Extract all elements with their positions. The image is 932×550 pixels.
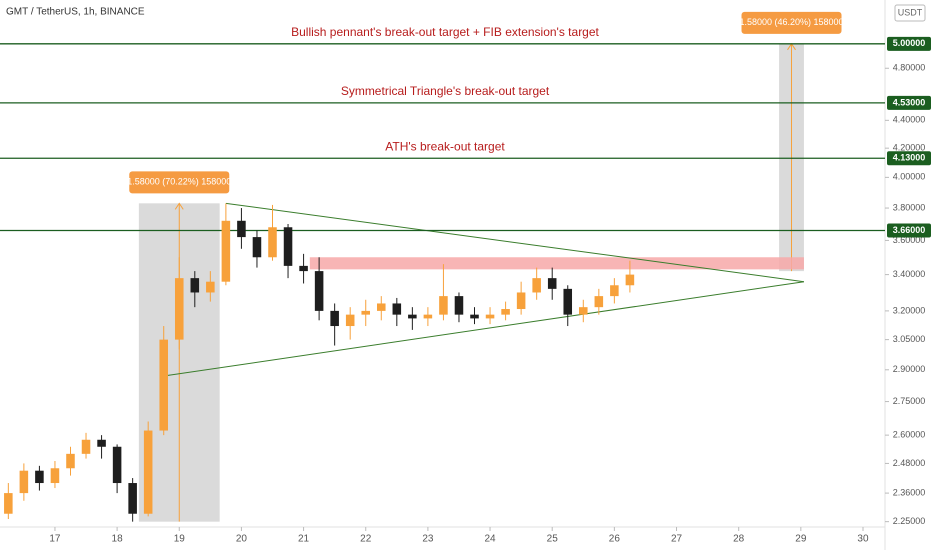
y-tick-label: 3.80000	[893, 202, 926, 212]
measure-arrowhead	[174, 202, 184, 210]
candle-body	[299, 265, 308, 272]
resistance-zone	[309, 257, 804, 270]
candle-body	[501, 309, 510, 315]
candle-body	[330, 310, 339, 327]
trendline	[163, 281, 805, 377]
candle-body	[345, 314, 355, 327]
y-tick-label: 4.20000	[893, 143, 926, 153]
level-label-box	[887, 223, 931, 238]
candle-body	[4, 493, 13, 514]
x-tick-label: 27	[671, 534, 683, 545]
y-tick-label: 2.48000	[893, 458, 926, 468]
candle-body	[97, 439, 106, 447]
level-label: 3.66000	[893, 225, 926, 235]
candle-body	[408, 314, 417, 319]
y-tick-label: 2.60000	[893, 430, 926, 440]
candle-body	[470, 314, 479, 319]
candle-body	[268, 227, 277, 258]
level-annotation: Symmetrical Triangle's break-out target	[341, 84, 550, 98]
y-tick-label: 2.25000	[893, 516, 926, 526]
y-tick-label: 2.90000	[893, 364, 926, 374]
x-tick-label: 22	[360, 534, 372, 545]
measure-label-box	[129, 171, 230, 194]
candle-body	[547, 278, 557, 289]
x-tick-label: 20	[236, 534, 248, 545]
candle-body	[128, 483, 137, 514]
candle-body	[454, 296, 464, 315]
trendline	[225, 202, 805, 283]
candle-body	[283, 227, 293, 266]
candle-body	[206, 281, 215, 293]
measure-label: 1.58000 (46.20%) 158000	[739, 17, 843, 27]
level-annotation: Bullish pennant's break-out target + FIB…	[291, 25, 599, 39]
x-tick-label: 26	[609, 534, 621, 545]
y-tick-label: 4.00000	[893, 172, 926, 182]
candle-body	[594, 296, 604, 308]
candle-body	[190, 278, 200, 293]
candle-body	[19, 470, 29, 494]
candle-body	[112, 446, 122, 484]
level-label-box	[887, 36, 931, 51]
candle-body	[81, 439, 91, 454]
candle-body	[516, 292, 526, 310]
x-tick-label: 19	[174, 534, 186, 545]
y-tick-label: 3.20000	[893, 305, 926, 315]
level-label: 4.53000	[893, 97, 926, 107]
candle-body	[237, 220, 246, 238]
level-label: 5.00000	[893, 38, 926, 48]
y-tick-label: 3.40000	[893, 269, 926, 279]
x-tick-label: 17	[49, 534, 61, 545]
candle-body	[392, 303, 402, 315]
candle-body	[377, 303, 386, 311]
level-annotation: ATH's break-out target	[385, 139, 505, 153]
y-tick-label: 3.05000	[893, 334, 926, 344]
candle-body	[610, 285, 619, 297]
candle-body	[143, 430, 153, 514]
y-tick-label: 4.40000	[893, 115, 926, 125]
x-tick-label: 28	[733, 534, 745, 545]
candle-body	[35, 470, 44, 484]
candle-body	[625, 274, 635, 286]
y-tick-label: 4.80000	[893, 63, 926, 73]
candle-body	[563, 288, 573, 315]
x-tick-label: 18	[112, 534, 124, 545]
x-tick-label: 23	[422, 534, 434, 545]
candle-body	[50, 468, 60, 484]
candle-body	[485, 314, 495, 319]
x-tick-label: 24	[484, 534, 496, 545]
x-tick-label: 29	[795, 534, 807, 545]
y-tick-label: 3.60000	[893, 235, 926, 245]
y-tick-label: 2.75000	[893, 396, 926, 406]
candle-body	[174, 278, 184, 340]
currency: USDT	[898, 7, 923, 17]
y-tick-label: 2.36000	[893, 487, 926, 497]
candle-body	[314, 271, 324, 311]
currency-box[interactable]	[894, 4, 926, 22]
candle-body	[159, 339, 168, 431]
candle-body	[579, 307, 588, 315]
candle-body	[361, 310, 371, 315]
x-tick-label: 30	[857, 534, 869, 545]
candle-body	[532, 278, 541, 293]
x-tick-label: 25	[547, 534, 559, 545]
x-tick-label: 21	[298, 534, 310, 545]
measure-label: 1.58000 (70.22%) 158000	[127, 177, 231, 187]
chart-title: GMT / TetherUS, 1h, BINANCE	[6, 7, 145, 18]
measure-label-box	[741, 11, 842, 34]
level-label: 4.13000	[893, 153, 926, 163]
candle-body	[423, 314, 433, 319]
candle-body	[252, 237, 262, 258]
level-label-box	[887, 151, 931, 166]
candle-body	[221, 220, 231, 282]
level-label-box	[887, 95, 931, 110]
candle-body	[66, 453, 75, 469]
candle-body	[439, 296, 448, 315]
